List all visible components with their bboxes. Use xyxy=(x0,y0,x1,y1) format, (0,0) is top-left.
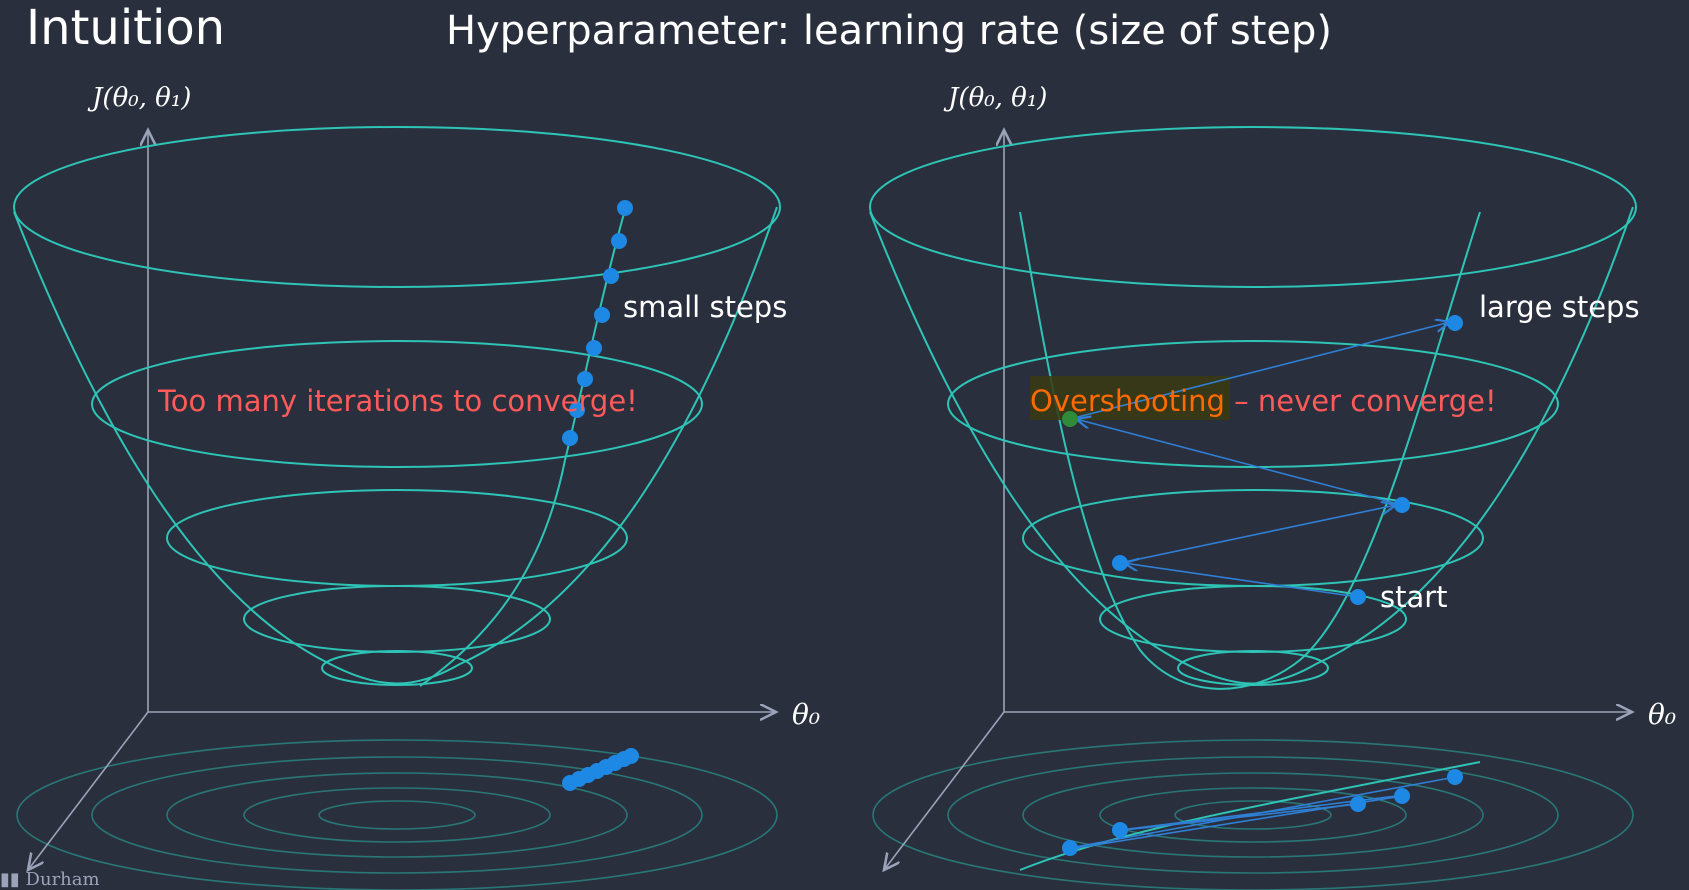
right-floor-contours xyxy=(872,739,1634,890)
slide-title: Intuition xyxy=(26,0,226,56)
logo-icon: ▮▮ xyxy=(0,869,26,890)
overshooting-word: Overshooting xyxy=(1030,384,1225,418)
right-descent-curve xyxy=(1019,211,1481,690)
left-cost-bowl xyxy=(13,126,781,686)
slide-subtitle: Hyperparameter: learning rate (size of s… xyxy=(446,8,1332,54)
left-z-axis-label: J(θ₀, θ₁) xyxy=(87,83,191,113)
left-step-point xyxy=(577,371,593,387)
left-x-axis-label: θ₀ xyxy=(792,698,820,731)
overshoot-point xyxy=(1062,411,1078,427)
right-steps-label: large steps xyxy=(1479,290,1640,324)
university-logo: ▮▮ Durham xyxy=(0,869,100,890)
overshoot-highlight xyxy=(1030,376,1230,420)
right-step-point xyxy=(1447,315,1463,331)
left-descent-curve xyxy=(419,205,627,687)
left-floor-contours xyxy=(16,739,778,890)
right-step-point xyxy=(1112,555,1128,571)
left-step-point xyxy=(617,200,633,216)
left-step-point xyxy=(562,430,578,446)
left-step-point xyxy=(586,340,602,356)
logo-text: Durham xyxy=(25,869,100,890)
right-step-arrows xyxy=(1069,322,1450,598)
right-step-point xyxy=(1394,497,1410,513)
left-step-point xyxy=(603,268,619,284)
left-y-axis xyxy=(28,711,149,870)
right-step-points xyxy=(1062,315,1463,605)
left-panel: J(θ₀, θ₁) θ₀ small steps Too many iterat… xyxy=(13,83,820,890)
left-step-point xyxy=(594,307,610,323)
never-converge-text: – never converge! xyxy=(1225,384,1497,418)
left-warning-text: Too many iterations to converge! xyxy=(157,384,638,418)
right-panel: J(θ₀, θ₁) θ₀ large steps start Overshoot… xyxy=(869,83,1676,890)
start-point xyxy=(1350,589,1366,605)
right-warning-text: Overshooting – never converge! xyxy=(1030,384,1497,418)
left-steps-label: small steps xyxy=(623,290,787,324)
left-step-points xyxy=(562,200,633,446)
right-z-axis-label: J(θ₀, θ₁) xyxy=(943,83,1047,113)
right-floor-steps xyxy=(1019,761,1481,871)
left-floor-steps xyxy=(562,748,639,791)
start-label: start xyxy=(1380,580,1448,614)
right-x-axis-label: θ₀ xyxy=(1648,698,1676,731)
left-step-point xyxy=(611,233,627,249)
left-step-point xyxy=(569,402,585,418)
right-y-axis xyxy=(884,711,1005,870)
